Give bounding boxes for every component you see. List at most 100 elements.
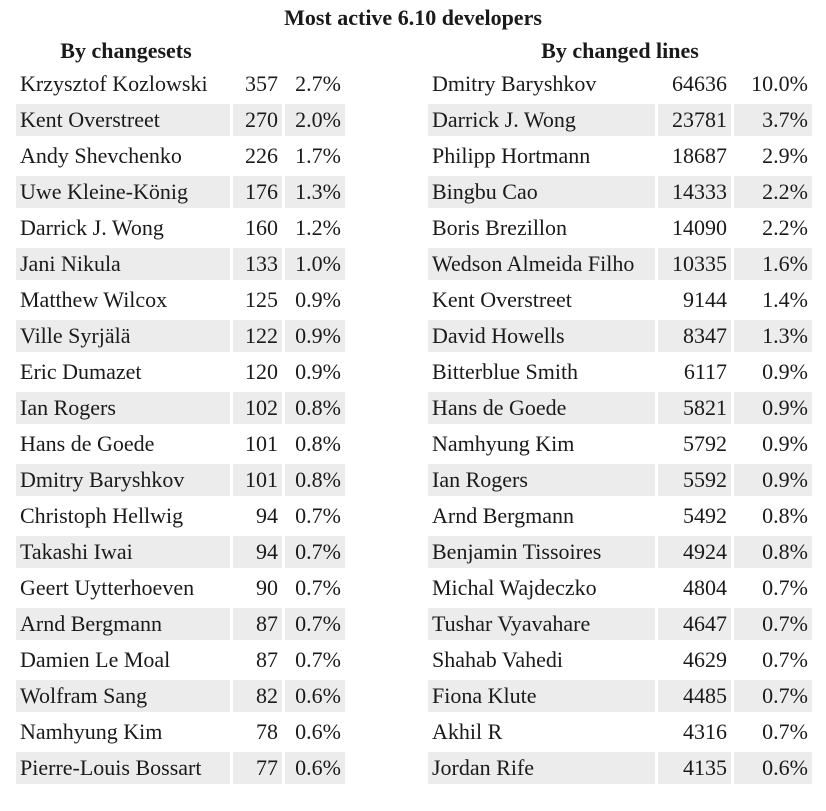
- percent-cell: 1.4%: [762, 287, 808, 312]
- count-cell: 270: [233, 104, 282, 136]
- table-row: Michal Wajdeczko 4804 0.7%: [428, 570, 812, 606]
- percent-cell: 0.7%: [285, 608, 345, 640]
- table-row: Ian Rogers 102 0.8%: [16, 390, 350, 426]
- developer-name-cell: Geert Uytterhoeven: [20, 575, 195, 600]
- developer-name-cell: Jani Nikula: [16, 248, 230, 280]
- table-row: Hans de Goede 5821 0.9%: [428, 390, 812, 426]
- count-cell: 87: [256, 647, 278, 672]
- count-cell: 4135: [658, 752, 731, 784]
- percent-cell: 0.9%: [762, 431, 808, 456]
- count-cell: 8347: [658, 320, 731, 352]
- table-row: Wedson Almeida Filho 10335 1.6%: [428, 246, 812, 282]
- count-cell: 9144: [683, 287, 727, 312]
- percent-cell: 0.6%: [285, 680, 345, 712]
- developer-name-cell: Ian Rogers: [16, 392, 230, 424]
- percent-cell: 1.0%: [285, 248, 345, 280]
- percent-cell: 0.9%: [734, 464, 812, 496]
- table-row: Dmitry Baryshkov 101 0.8%: [16, 462, 350, 498]
- percent-cell: 2.2%: [734, 176, 812, 208]
- table-row: Krzysztof Kozlowski 357 2.7%: [16, 66, 350, 102]
- developer-name-cell: Bitterblue Smith: [432, 359, 579, 384]
- count-cell: 4804: [683, 575, 727, 600]
- count-cell: 94: [233, 536, 282, 568]
- developer-name-cell: Benjamin Tissoires: [428, 536, 655, 568]
- percent-cell: 0.7%: [285, 536, 345, 568]
- table-row: Darrick J. Wong 160 1.2%: [16, 210, 350, 246]
- percent-cell: 0.7%: [762, 719, 808, 744]
- developer-name-cell: Ian Rogers: [428, 464, 655, 496]
- count-cell: 5792: [683, 431, 727, 456]
- developer-name-cell: Kent Overstreet: [432, 287, 572, 312]
- table-row: Akhil R 4316 0.7%: [428, 714, 812, 750]
- table-row: Damien Le Moal 87 0.7%: [16, 642, 350, 678]
- changed-lines-heading: By changed lines: [541, 38, 699, 63]
- count-cell: 10335: [658, 248, 731, 280]
- percent-cell: 2.9%: [762, 143, 808, 168]
- developer-name-cell: Darrick J. Wong: [20, 215, 164, 240]
- table-row: Hans de Goede 101 0.8%: [16, 426, 350, 462]
- table-row: Christoph Hellwig 94 0.7%: [16, 498, 350, 534]
- table-row: Darrick J. Wong 23781 3.7%: [428, 102, 812, 138]
- developer-name-cell: Hans de Goede: [20, 431, 155, 456]
- count-cell: 14090: [672, 215, 727, 240]
- count-cell: 6117: [683, 359, 727, 384]
- percent-cell: 0.8%: [285, 464, 345, 496]
- percent-cell: 1.3%: [285, 176, 345, 208]
- developer-name-cell: Takashi Iwai: [16, 536, 230, 568]
- percent-cell: 0.6%: [295, 719, 341, 744]
- percent-cell: 3.7%: [734, 104, 812, 136]
- table-row: Namhyung Kim 78 0.6%: [16, 714, 350, 750]
- count-cell: 101: [233, 464, 282, 496]
- developer-name-cell: Eric Dumazet: [20, 359, 142, 384]
- percent-cell: 0.8%: [285, 392, 345, 424]
- table-row: Bingbu Cao 14333 2.2%: [428, 174, 812, 210]
- count-cell: 160: [245, 215, 278, 240]
- table-row: Arnd Bergmann 87 0.7%: [16, 606, 350, 642]
- count-cell: 4485: [658, 680, 731, 712]
- developer-name-cell: Dmitry Baryshkov: [16, 464, 230, 496]
- table-row: Namhyung Kim 5792 0.9%: [428, 426, 812, 462]
- table-row: Benjamin Tissoires 4924 0.8%: [428, 534, 812, 570]
- changesets-table: By changesets Krzysztof Kozlowski 357 2.7%…: [16, 36, 350, 786]
- developer-name-cell: Akhil R: [432, 719, 503, 744]
- table-row: Jordan Rife 4135 0.6%: [428, 750, 812, 786]
- percent-cell: 1.3%: [734, 320, 812, 352]
- percent-cell: 0.7%: [762, 647, 808, 672]
- table-row: Matthew Wilcox 125 0.9%: [16, 282, 350, 318]
- table-row: Takashi Iwai 94 0.7%: [16, 534, 350, 570]
- developer-name-cell: Arnd Bergmann: [432, 503, 574, 528]
- count-cell: 4629: [683, 647, 727, 672]
- count-cell: 5592: [658, 464, 731, 496]
- percent-cell: 0.9%: [285, 320, 345, 352]
- count-cell: 14333: [658, 176, 731, 208]
- count-cell: 125: [245, 287, 278, 312]
- percent-cell: 0.7%: [734, 680, 812, 712]
- developer-name-cell: Bingbu Cao: [428, 176, 655, 208]
- count-cell: 101: [245, 431, 278, 456]
- percent-cell: 1.2%: [295, 215, 341, 240]
- table-row: Boris Brezillon 14090 2.2%: [428, 210, 812, 246]
- count-cell: 133: [233, 248, 282, 280]
- table-row: Uwe Kleine-König 176 1.3%: [16, 174, 350, 210]
- percent-cell: 0.7%: [734, 608, 812, 640]
- percent-cell: 0.8%: [762, 503, 808, 528]
- count-cell: 176: [233, 176, 282, 208]
- developer-name-cell: Fiona Klute: [428, 680, 655, 712]
- developer-name-cell: Dmitry Baryshkov: [432, 71, 597, 96]
- percent-cell: 0.7%: [295, 647, 341, 672]
- count-cell: 357: [245, 71, 278, 96]
- developer-name-cell: Hans de Goede: [428, 392, 655, 424]
- percent-cell: 2.7%: [295, 71, 341, 96]
- table-row: Philipp Hortmann 18687 2.9%: [428, 138, 812, 174]
- percent-cell: 0.6%: [734, 752, 812, 784]
- count-cell: 102: [233, 392, 282, 424]
- developer-name-cell: Shahab Vahedi: [432, 647, 563, 672]
- count-cell: 5492: [683, 503, 727, 528]
- developer-name-cell: Wolfram Sang: [16, 680, 230, 712]
- count-cell: 64636: [672, 71, 727, 96]
- developer-name-cell: Christoph Hellwig: [20, 503, 184, 528]
- developer-name-cell: Darrick J. Wong: [428, 104, 655, 136]
- developer-name-cell: Jordan Rife: [428, 752, 655, 784]
- percent-cell: 0.8%: [295, 431, 341, 456]
